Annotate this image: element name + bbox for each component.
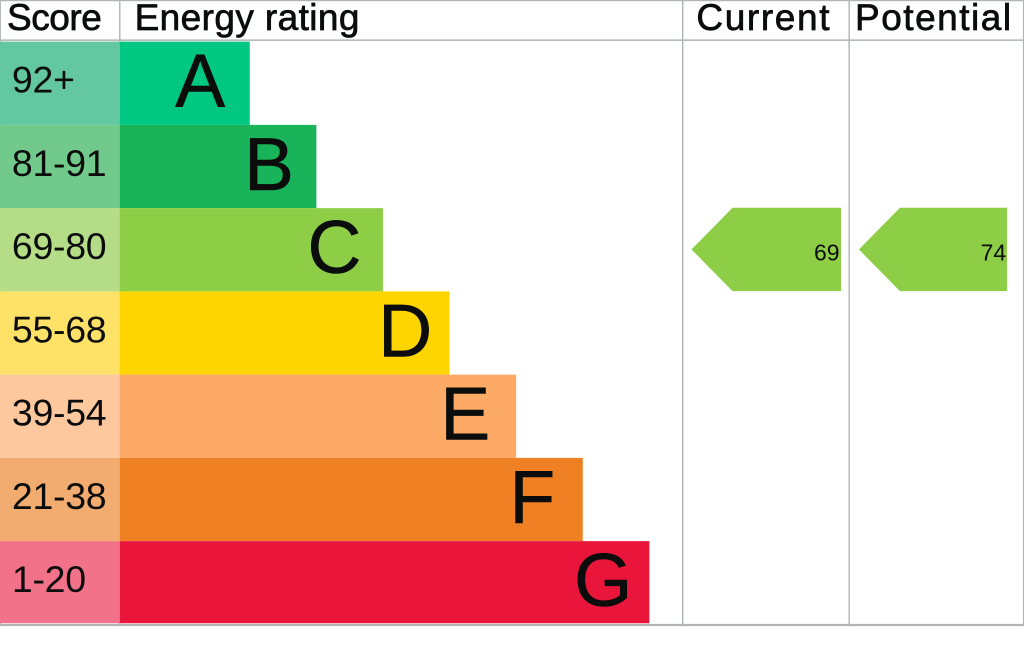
svg-text:Current: Current bbox=[696, 0, 831, 38]
svg-text:1-20: 1-20 bbox=[12, 558, 86, 600]
svg-text:D: D bbox=[378, 288, 432, 372]
svg-text:Score: Score bbox=[7, 0, 101, 38]
svg-text:21-38: 21-38 bbox=[12, 475, 106, 517]
svg-text:C: C bbox=[307, 205, 361, 289]
svg-text:G: G bbox=[574, 538, 632, 622]
svg-text:F: F bbox=[509, 455, 555, 539]
svg-text:E: E bbox=[440, 372, 490, 456]
svg-text:B: B bbox=[244, 122, 294, 206]
svg-text:39-54: 39-54 bbox=[12, 392, 106, 434]
svg-text:Energy rating: Energy rating bbox=[135, 0, 360, 38]
svg-text:A: A bbox=[175, 39, 225, 123]
svg-text:74: 74 bbox=[981, 240, 1007, 266]
svg-text:69-80: 69-80 bbox=[12, 225, 106, 267]
svg-text:Potential: Potential bbox=[855, 0, 1013, 38]
svg-text:92+: 92+ bbox=[12, 59, 75, 101]
svg-text:69: 69 bbox=[814, 240, 840, 266]
svg-text:81-91: 81-91 bbox=[12, 142, 106, 184]
svg-text:55-68: 55-68 bbox=[12, 308, 106, 350]
